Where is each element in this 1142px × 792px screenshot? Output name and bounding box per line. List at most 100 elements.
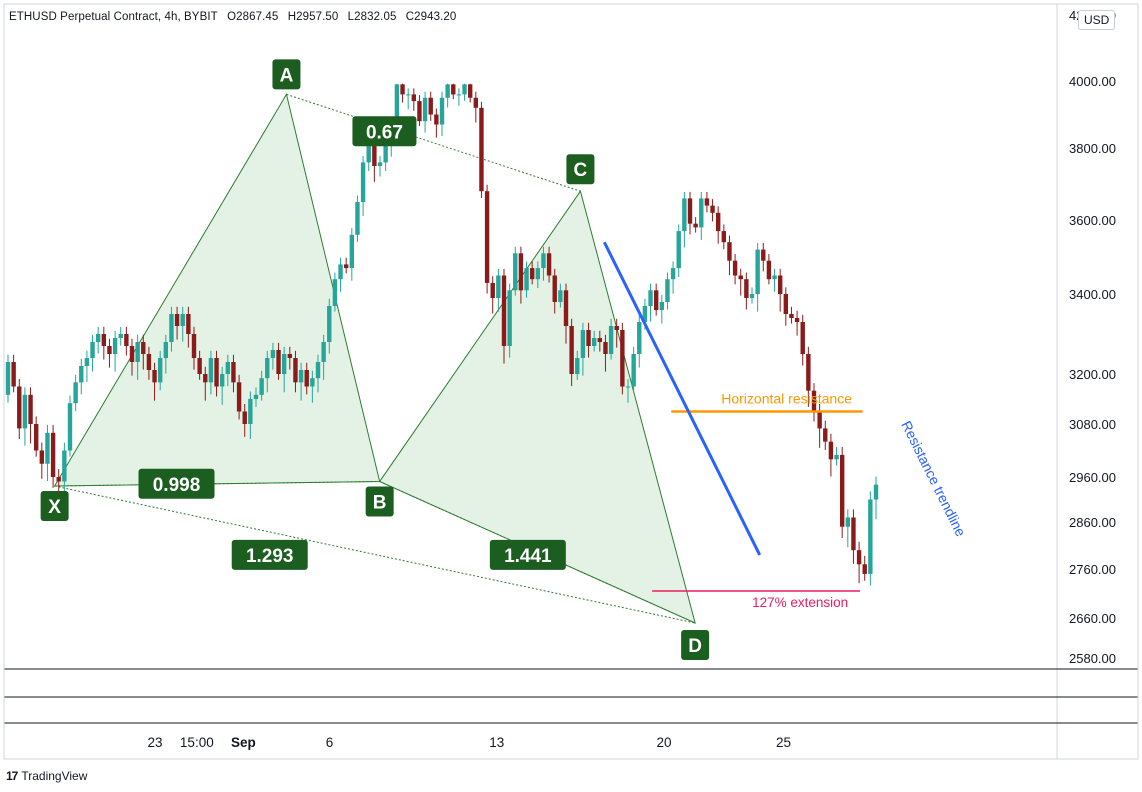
candle-body [163,342,169,358]
candle-body [856,550,862,565]
candle-body [467,84,473,98]
candle-body [524,268,529,291]
candle-body [834,454,839,460]
point-label-box [40,491,69,521]
candle-body [721,231,727,243]
ratio-label: 1.441 [504,546,552,567]
candle-body [276,350,281,374]
symbol-label[interactable]: ETHUSD Perpetual Contract, 4h, BYBIT [9,11,218,23]
price-tick-label: 3600.00 [1069,213,1116,228]
candle-body [411,94,417,102]
candle-body [710,205,715,213]
candle-body [281,354,287,374]
candle-body [146,354,152,370]
candle-body [575,358,580,374]
candle-body [518,253,524,291]
candle-body [794,318,800,322]
point-label-c: C [574,160,588,181]
price-tick-label: 2660.00 [1069,611,1116,626]
candle-body [558,290,563,302]
candle-body [715,212,721,232]
candle-body [405,94,411,96]
candle-body [355,202,360,235]
candle-body [676,231,681,269]
candle-body [79,366,84,383]
candle-body [445,84,450,98]
ratio-label: 0.998 [153,475,201,496]
candle-body [298,370,304,383]
candle-body [343,264,349,269]
candle-body [372,134,377,166]
candle-body [625,386,631,388]
candle-body [507,290,512,346]
ratio-label-box [231,539,308,570]
currency-button[interactable]: USD [1078,10,1116,30]
candle-body [535,268,541,280]
candle-body [608,326,614,354]
price-tick-label: 4000.00 [1069,74,1116,89]
candle-body [186,314,191,334]
price-tick-label: 3200.00 [1069,367,1116,382]
candle-body [823,428,828,442]
price-tick-label: 3800.00 [1069,141,1116,156]
candle-body [682,198,687,232]
candle-body [591,338,597,346]
time-tick-label: Sep [231,735,256,750]
candle-body [315,362,321,379]
candle-body [513,253,518,291]
tradingview-icon: 17 [6,769,18,783]
candle-body [417,101,422,122]
candle-body [152,370,157,383]
candle-body [45,432,50,464]
candle-body [597,338,603,342]
candle-body [772,275,777,280]
candle-body [653,290,659,310]
candle-body [422,97,428,122]
point-label-box [681,630,710,660]
candle-body [839,454,845,527]
point-label-d: D [688,636,702,657]
candle-body [699,198,704,228]
price-tick-label: 2960.00 [1069,470,1116,485]
time-tick-label: 15:00 [180,735,214,750]
candle-body [73,382,78,404]
candle-body [484,191,490,283]
candle-body [310,378,315,387]
candle-body [28,394,33,424]
candle-body [67,403,73,451]
candle-body [732,260,738,276]
time-tick-label: 25 [776,735,791,750]
candle-body [642,306,648,322]
candle-body [670,268,676,280]
candle-body [546,253,552,276]
candle-body [580,330,586,358]
candle-body [321,342,326,362]
candle-body [11,362,16,387]
candle-body [180,314,185,326]
time-tick-label: 13 [489,735,504,750]
candle-body [462,84,467,95]
candle-body [5,362,11,395]
candle-body [231,362,236,383]
tradingview-logo[interactable]: 17 TradingView [6,769,87,783]
candle-body [17,386,22,429]
candle-body [789,314,794,318]
candle-body [439,97,445,125]
pattern-triangle-xab [53,93,381,487]
candle-body [118,334,123,338]
resistance-trendline [602,241,762,556]
candle-body [862,564,867,574]
candle-body [687,198,693,224]
candle-body [400,84,405,95]
low-value: L2832.05 [347,11,397,23]
candle-body [394,84,400,132]
candle-body [817,411,822,429]
candle-body [129,346,135,362]
candle-body [39,450,45,464]
candle-body [287,354,293,358]
candle-body [214,358,219,387]
candle-body [659,302,665,310]
resistance-trendline-label: Resistance trendline [898,418,969,539]
candle-body [614,326,619,330]
